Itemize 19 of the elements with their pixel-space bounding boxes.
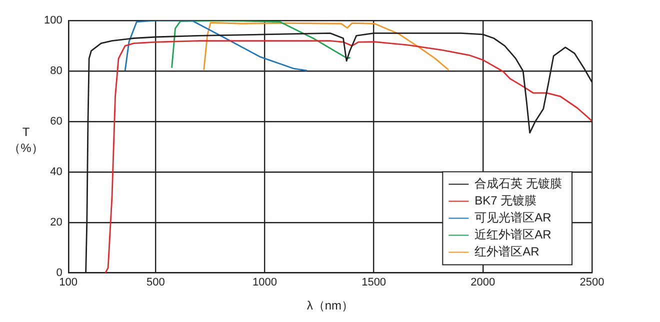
legend-label: 可见光谱区AR [474,210,552,225]
x-tick-label: 500 [146,276,165,288]
legend-label: 红外谱区AR [474,244,540,259]
x-tick-label: 2000 [470,276,496,288]
y-tick-label: 20 [50,216,62,228]
x-tick-label: 2500 [580,276,604,288]
x-tick-label: 1000 [252,276,277,288]
y-tick-label: 80 [50,65,62,78]
legend-label: BK7 无镀膜 [474,194,537,208]
y-tick-label: 0 [56,266,62,279]
y-axis-title: T （%） [8,125,44,156]
x-tick-label: 100 [59,276,78,288]
x-axis-title: λ（nm） [306,298,354,312]
y-tick-label: 40 [50,166,62,178]
legend-label: 近红外谱区AR [474,228,552,242]
x-tick-label: 1500 [362,276,386,288]
legend-label: 合成石英 无镀膜 [474,176,562,191]
y-tick-label: 100 [44,14,62,27]
y-tick-label: 60 [50,116,62,128]
